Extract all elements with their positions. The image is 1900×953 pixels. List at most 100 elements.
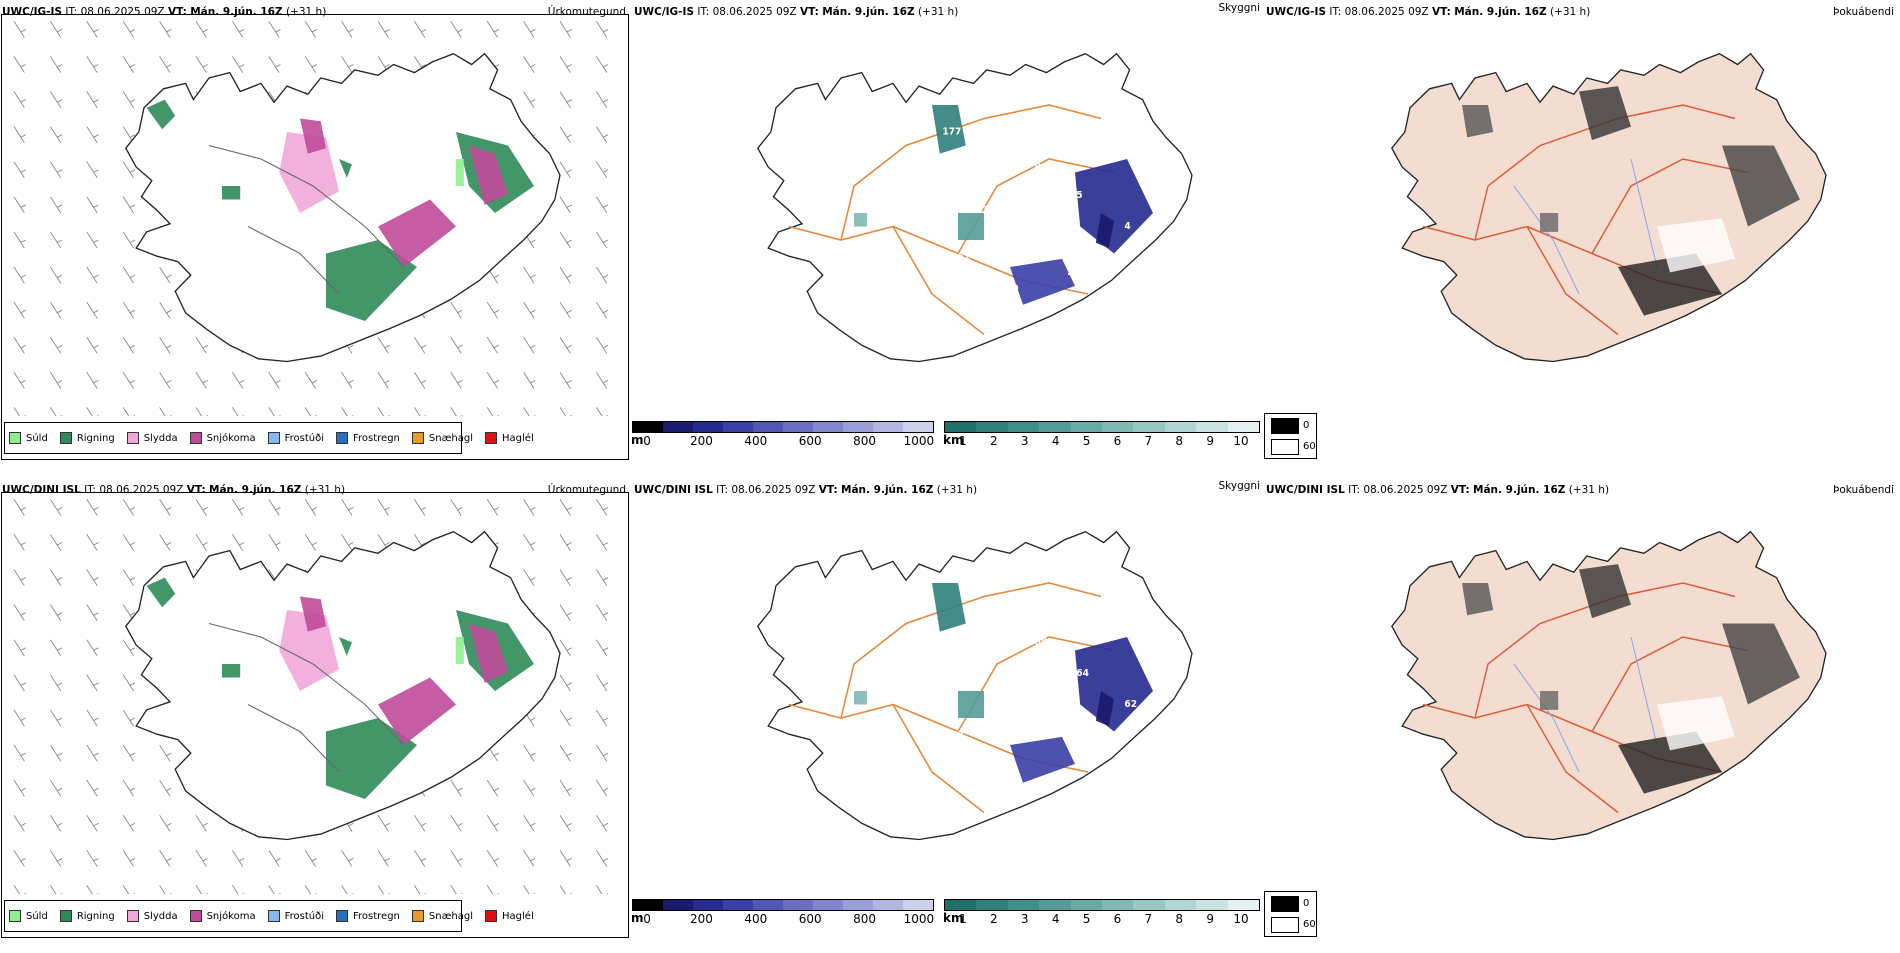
ceiling-visibility-panel: UWC/DINI ISL IT: 08.06.2025 09Z VT: Mán.…	[631, 478, 1264, 953]
wind-barb	[596, 407, 609, 416]
wind-barb	[559, 231, 572, 249]
wind-barb	[377, 21, 390, 38]
wind-barb	[86, 126, 99, 144]
wind-barb	[122, 779, 136, 797]
visibility-area	[958, 213, 984, 240]
precip-legend-label: Slydda	[143, 910, 178, 922]
wind-barb	[596, 604, 609, 622]
precip-area	[146, 577, 176, 608]
wind-barb	[559, 534, 572, 551]
precip-legend-swatch	[411, 910, 424, 922]
visibility-area	[958, 691, 984, 718]
wind-barb	[450, 372, 463, 389]
cloud-base-label: 68	[1048, 590, 1061, 601]
fog-area	[1540, 213, 1559, 232]
wind-barb	[559, 21, 572, 38]
cloud-base-label: 134	[1019, 236, 1039, 247]
wind-barb	[13, 301, 26, 319]
colorbar-tick-label: 7	[1144, 912, 1153, 926]
wind-barb	[523, 779, 536, 797]
wind-barb	[596, 231, 609, 249]
wind-barb	[559, 604, 572, 622]
wind-barb	[13, 91, 26, 108]
roads	[1422, 104, 1749, 336]
iceland-group	[13, 21, 609, 416]
colorbar-tick-label: 4	[1051, 434, 1060, 448]
wind-barb	[50, 709, 63, 727]
cloud-base-label: 64	[1076, 668, 1089, 679]
wind-barb	[559, 266, 572, 284]
wind-barb	[596, 372, 609, 389]
wind-barb	[486, 850, 500, 867]
wind-barb	[559, 126, 572, 144]
iceland-group	[13, 499, 609, 894]
wind-barb	[50, 499, 63, 516]
wind-barb	[159, 499, 172, 516]
panel-title: UWC/DINI ISL IT: 08.06.2025 09Z VT: Mán.…	[2, 484, 346, 496]
colorbar-tick-label: 1000	[903, 434, 935, 448]
wind-barb	[523, 850, 536, 867]
fog-area	[1462, 105, 1494, 138]
colorbar-segment	[1070, 900, 1103, 910]
wind-barb	[232, 534, 245, 551]
wind-barb	[268, 850, 281, 867]
wind-barb	[450, 814, 463, 832]
colorbar-ticks: 1 2 3 4 5 6 7 8 9 10	[944, 912, 1260, 926]
fog-legend: 0 60	[1264, 413, 1317, 459]
panel-title: UWC/DINI ISL IT: 08.06.2025 09Z VT: Mán.…	[634, 484, 978, 496]
precip-area	[279, 610, 339, 691]
precip-legend-label: Súld	[26, 432, 48, 444]
wind-barb	[50, 56, 63, 73]
fog-legend-label-60: 60	[1303, 441, 1316, 452]
wind-barb	[414, 407, 427, 416]
wind-barb	[559, 161, 572, 179]
colorbar-tick-label: 600	[798, 434, 822, 448]
colorbar-gradient	[944, 899, 1260, 911]
colorbar-segment	[693, 422, 723, 432]
precip-legend-item: Haglél	[485, 910, 534, 922]
wind-barb	[122, 569, 136, 586]
precip-legend-swatch	[59, 432, 72, 444]
wind-barb	[341, 56, 354, 73]
fog-indicator-map	[1391, 530, 1827, 841]
colorbar-tick-label: 9	[1206, 434, 1214, 448]
wind-barb	[122, 407, 136, 416]
wind-barb	[195, 534, 208, 551]
wind-barb	[122, 885, 136, 894]
wind-barb	[414, 850, 427, 867]
colorbar-segment	[976, 422, 1008, 432]
precip-area	[222, 186, 241, 200]
wind-barb	[122, 709, 136, 727]
rivers	[1513, 636, 1658, 773]
iceland-outline	[1391, 52, 1827, 363]
precip-area	[146, 99, 176, 130]
colorbar-tick-label: 200	[690, 912, 713, 926]
cloud-base-label: 226	[1067, 267, 1086, 278]
colorbar-segment	[1227, 422, 1260, 432]
wind-barb	[559, 779, 572, 797]
iceland-outline	[125, 52, 561, 363]
wind-barb	[195, 499, 208, 516]
wind-barb	[450, 301, 463, 319]
wind-barb	[232, 885, 245, 894]
wind-barb	[304, 407, 318, 416]
wind-barb	[159, 56, 172, 73]
colorbar-ticks: 0 200 400 600 800 1000	[632, 434, 934, 448]
colorbar-tick-label: 4	[1051, 912, 1060, 926]
precip-legend-swatch	[126, 432, 139, 444]
precip-area	[378, 199, 456, 267]
precip-panel-label: Úrkomutegund	[547, 6, 626, 18]
wind-barb	[596, 499, 609, 516]
wind-barb	[450, 21, 463, 38]
colorbar-tick-label: 400	[744, 912, 768, 926]
wind-barb	[50, 91, 63, 108]
wind-barb	[86, 336, 99, 354]
wind-barb	[414, 372, 427, 389]
wind-barb	[122, 336, 136, 354]
colorbar-segment	[753, 422, 783, 432]
precip-legend-swatch	[59, 910, 72, 922]
forecast-row-ig: UWC/IG-IS IT: 08.06.2025 09Z VT: Mán. 9.…	[0, 0, 1900, 475]
colorbar-tick-label: 800	[853, 912, 876, 926]
precip-legend-item: Snæhagl	[411, 910, 473, 922]
panel-frame	[1, 14, 629, 460]
